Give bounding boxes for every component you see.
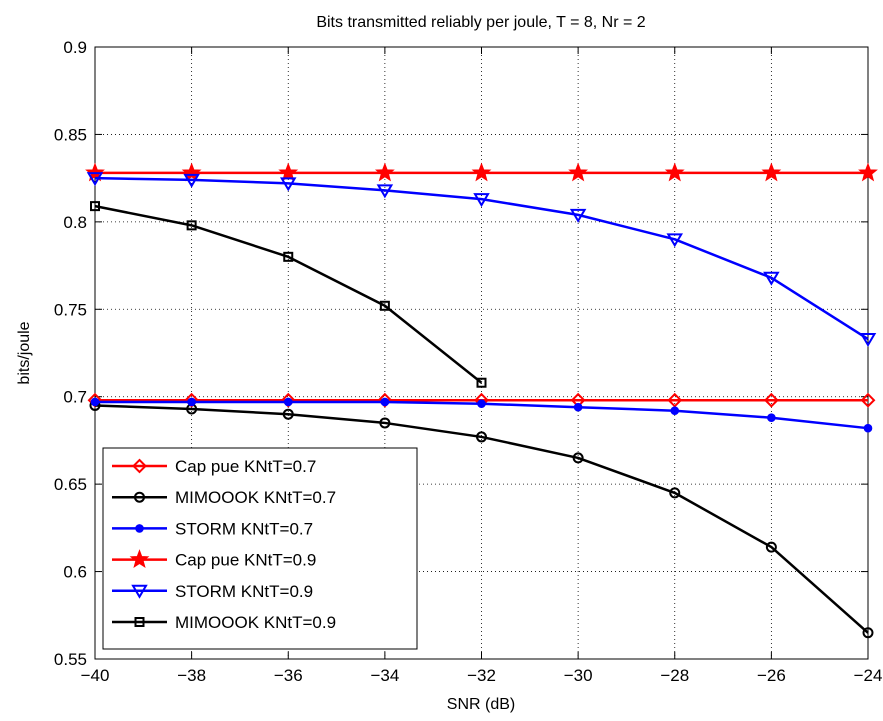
data-point <box>763 392 779 408</box>
series-line <box>94 176 869 341</box>
data-point <box>376 184 394 199</box>
legend-label: Cap pue KNtT=0.7 <box>175 457 316 476</box>
data-point <box>477 399 486 409</box>
legend-marker <box>131 584 148 599</box>
data-point <box>85 162 105 182</box>
legend-entry: Cap pue KNtT=0.9 <box>112 549 316 570</box>
x-axis-label: SNR (dB) <box>447 696 515 713</box>
x-tick-label: −36 <box>274 666 303 685</box>
y-tick-label: 0.9 <box>63 38 87 57</box>
data-point <box>278 162 299 182</box>
data-point <box>863 423 873 433</box>
series-6 <box>90 201 487 388</box>
data-point <box>862 627 874 639</box>
data-point <box>282 408 294 420</box>
data-point <box>859 333 877 347</box>
data-point <box>181 162 202 182</box>
series-line <box>94 404 869 634</box>
x-tick-label: −38 <box>177 666 206 685</box>
data-point <box>473 193 490 208</box>
data-point <box>283 397 293 407</box>
y-tick-label: 0.55 <box>54 650 87 669</box>
legend-entry: MIMOOOK KNtT=0.9 <box>112 613 336 632</box>
data-series <box>85 162 878 639</box>
data-point <box>86 172 104 187</box>
data-point <box>860 392 876 408</box>
y-tick-label: 0.6 <box>63 563 87 582</box>
x-tick-label: −32 <box>467 666 496 685</box>
series-4 <box>85 162 878 182</box>
legend-marker <box>132 458 147 474</box>
y-tick-label: 0.75 <box>54 300 87 319</box>
legend-entry: MIMOOOK KNtT=0.7 <box>112 488 336 507</box>
data-point <box>187 397 196 407</box>
chart-title: Bits transmitted reliably per joule, T =… <box>316 14 645 31</box>
data-point <box>379 417 391 429</box>
data-point <box>765 541 777 553</box>
data-point <box>476 377 487 388</box>
legend-entry: Cap pue KNtT=0.7 <box>112 457 316 476</box>
legend-entry: STORM KNtT=0.9 <box>112 582 313 601</box>
y-tick-label: 0.7 <box>63 388 87 407</box>
data-point <box>283 251 294 262</box>
legend-label: MIMOOOK KNtT=0.7 <box>175 488 336 507</box>
y-axis-label: bits/joule <box>16 321 33 384</box>
data-point <box>374 162 395 182</box>
series-2 <box>89 399 874 639</box>
series-5 <box>86 172 877 347</box>
data-point <box>279 177 297 192</box>
data-point <box>669 487 681 499</box>
series-line <box>94 204 483 384</box>
data-point <box>761 162 782 182</box>
y-tick-label: 0.65 <box>54 475 87 494</box>
legend-marker <box>129 549 150 569</box>
data-point <box>380 397 390 407</box>
legend-marker <box>134 491 145 503</box>
data-point <box>379 300 390 311</box>
data-point <box>573 402 583 412</box>
data-point <box>666 233 684 248</box>
data-point <box>90 201 100 212</box>
x-tick-label: −24 <box>854 666 883 685</box>
data-point <box>90 397 100 407</box>
legend: Cap pue KNtT=0.7 MIMOOOK KNtT=0.7 STORM KN… <box>102 447 418 650</box>
legend-entry: STORM KNtT=0.7 <box>112 519 313 538</box>
legend-label: Cap pue KNtT=0.9 <box>175 551 316 570</box>
y-tick-label: 0.85 <box>54 125 87 144</box>
x-tick-label: −34 <box>370 666 399 685</box>
x-tick-label: −30 <box>564 666 593 685</box>
x-tick-label: −40 <box>81 666 110 685</box>
x-tick-label: −26 <box>757 666 786 685</box>
x-tick-label: −28 <box>660 666 689 685</box>
data-point <box>183 173 200 188</box>
data-point <box>767 413 776 422</box>
series-3 <box>90 397 873 433</box>
axis-ticks: −40 −38 −36 −34 −32 −30 −28 −26 −24 0.55 0.6 0.65 0.… <box>54 38 883 685</box>
data-point <box>667 392 683 408</box>
data-point <box>568 162 589 182</box>
data-point <box>664 162 685 182</box>
data-point <box>471 162 492 182</box>
y-tick-label: 0.8 <box>63 213 87 232</box>
data-point <box>763 271 780 286</box>
legend-box <box>102 447 418 650</box>
data-point <box>670 406 680 416</box>
legend-label: MIMOOOK KNtT=0.9 <box>175 613 336 632</box>
data-point <box>476 431 487 443</box>
legend-marker <box>135 524 144 533</box>
data-point <box>858 162 878 182</box>
data-point <box>572 452 584 464</box>
data-point <box>569 208 587 223</box>
legend-marker <box>134 617 145 627</box>
data-point <box>186 220 197 231</box>
legend-label: STORM KNtT=0.7 <box>175 519 313 538</box>
legend-label: STORM KNtT=0.9 <box>175 582 313 601</box>
